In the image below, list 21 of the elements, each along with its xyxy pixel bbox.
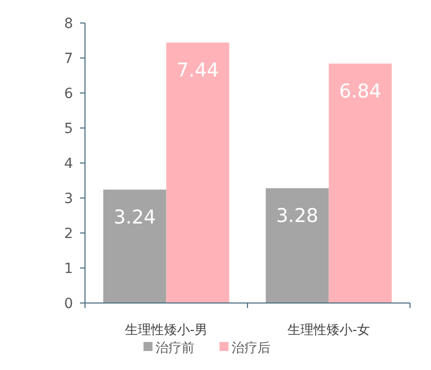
bar xyxy=(266,188,329,303)
data-label: 7.44 xyxy=(176,60,219,82)
data-label: 3.28 xyxy=(276,205,318,228)
data-label: 6.84 xyxy=(339,80,382,103)
y-tick-label: 0 xyxy=(64,296,73,312)
y-tick-label: 8 xyxy=(64,16,73,32)
data-label: 3.24 xyxy=(114,206,156,229)
y-tick-label: 1 xyxy=(64,261,73,277)
bar xyxy=(166,42,230,303)
bar xyxy=(103,190,166,303)
y-tick-label: 4 xyxy=(64,156,74,172)
bar xyxy=(328,64,392,303)
legend-label: 治疗前 xyxy=(156,341,194,356)
y-tick-label: 7 xyxy=(64,51,73,67)
legend-label: 治疗后 xyxy=(232,341,270,356)
y-tick-label: 3 xyxy=(64,191,73,207)
x-tick-label: 生理性矮小-男 xyxy=(124,323,208,338)
y-tick-label: 6 xyxy=(64,86,74,102)
y-tick-label: 2 xyxy=(64,226,73,242)
x-tick-label: 生理性矮小-女 xyxy=(287,323,370,338)
y-tick-label: 5 xyxy=(64,121,73,137)
